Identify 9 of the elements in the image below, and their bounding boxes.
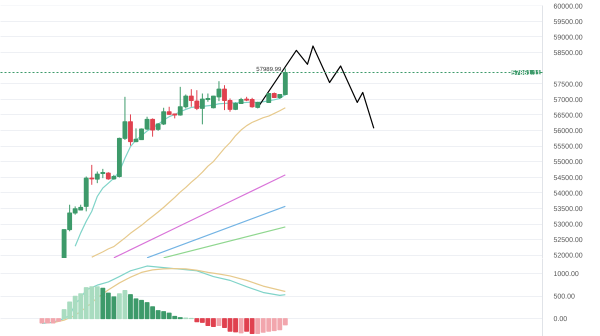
candlestick bbox=[266, 92, 272, 103]
line-series bbox=[113, 174, 286, 258]
line-series bbox=[91, 107, 286, 258]
candlestick bbox=[150, 118, 156, 138]
bar bbox=[238, 318, 244, 334]
candlestick bbox=[89, 164, 94, 186]
bar bbox=[216, 318, 222, 326]
candlestick bbox=[128, 114, 133, 146]
line-series bbox=[257, 45, 374, 129]
